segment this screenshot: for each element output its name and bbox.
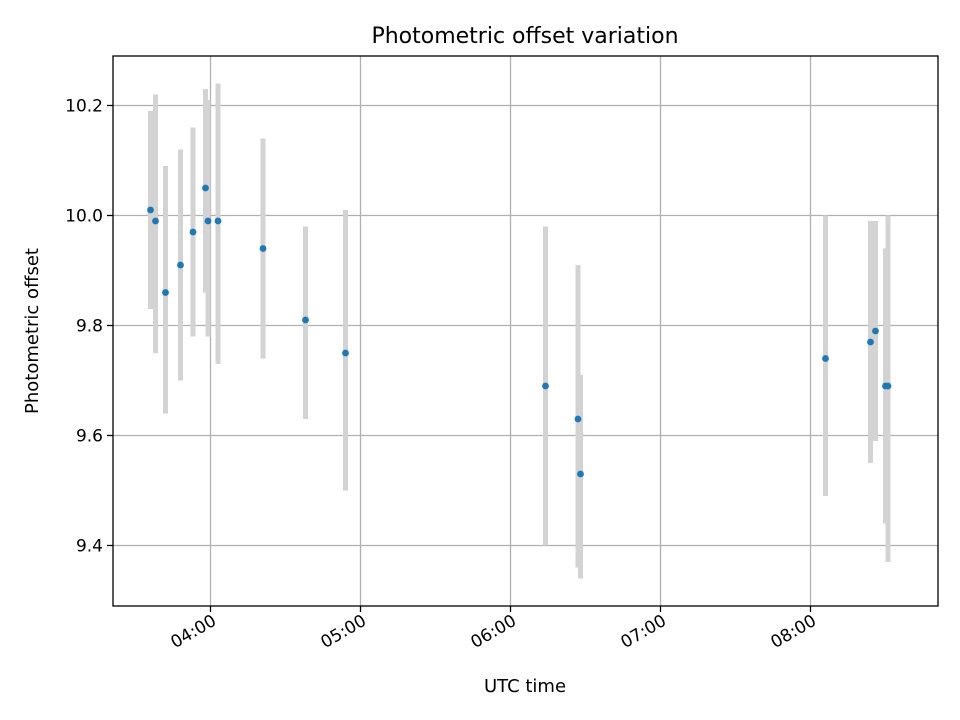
data-point [147, 206, 154, 214]
data-point [259, 245, 267, 252]
data-points [147, 184, 892, 478]
chart-title: Photometric offset variation [371, 24, 678, 49]
grid [113, 56, 938, 606]
y-tick-label: 9.8 [76, 317, 103, 337]
y-tick-label: 10.0 [65, 207, 103, 227]
data-point [872, 327, 879, 335]
data-point [867, 338, 874, 346]
data-point [189, 228, 197, 236]
data-point [577, 470, 584, 478]
data-point [542, 382, 549, 390]
y-tick-label: 9.6 [76, 427, 103, 447]
data-point [574, 415, 582, 423]
data-point [204, 217, 212, 225]
y-axis-label: Photometric offset [22, 248, 43, 414]
data-point [177, 261, 184, 269]
x-axis-label: UTC time [484, 676, 566, 697]
y-tick-label: 9.4 [76, 537, 103, 557]
plot-frame [112, 55, 939, 607]
data-point [162, 289, 169, 296]
data-point [214, 217, 222, 225]
y-tick-label: 10.2 [65, 97, 103, 117]
y-axis: 9.4 9.6 9.8 10.0 10.2 [65, 97, 113, 557]
data-point [302, 316, 309, 324]
data-point [152, 217, 159, 225]
data-point [202, 184, 209, 192]
data-point [884, 382, 892, 390]
data-point [342, 349, 349, 357]
data-point [822, 355, 829, 362]
